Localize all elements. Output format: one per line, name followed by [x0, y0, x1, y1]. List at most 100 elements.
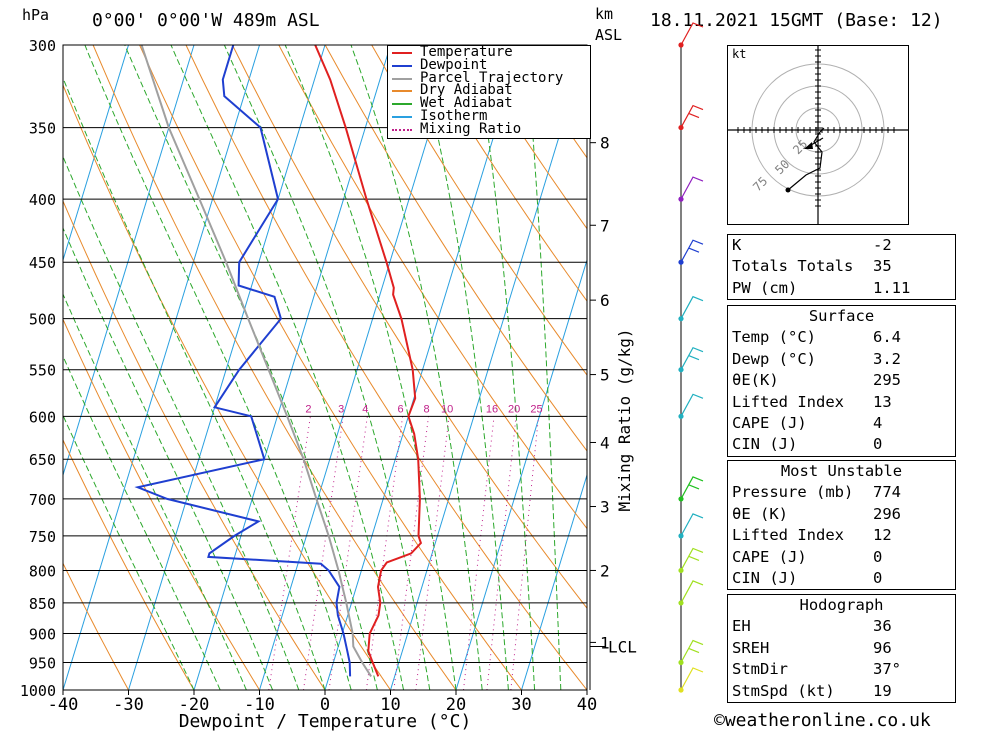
table-title: Hodograph [799, 596, 884, 614]
legend-label: Wet Adiabat [420, 95, 513, 112]
isotherm-line [63, 45, 260, 690]
wind-barb-dot [678, 259, 684, 265]
km-tick-label: 5 [600, 366, 610, 385]
series-line-parcel-trajectory [140, 45, 372, 677]
most-unstable-table: Most Unstable Pressure (mb) 774 θE (K) 296… [727, 460, 956, 591]
dry-adiabat-line [464, 45, 587, 230]
table-row: Temp (°C) 6.4 [732, 328, 901, 347]
x-tick-label: -10 [244, 695, 275, 715]
table-title: Surface [808, 307, 875, 325]
pressure-tick-label: 650 [29, 451, 56, 469]
wind-barb [680, 239, 704, 263]
wind-barb-dot [678, 413, 684, 419]
isotherm-line [128, 45, 326, 690]
table-row: EH 36 [732, 617, 892, 636]
table-row: StmSpd (kt) 19 [732, 681, 892, 700]
table-row: Lifted Index 12 [732, 526, 892, 545]
wet-adiabat-line [525, 45, 562, 690]
legend-label: Isotherm [420, 107, 488, 124]
km-tick-label: 7 [600, 216, 610, 235]
x-tick-label: -40 [48, 695, 79, 715]
dry-adiabat-line [371, 45, 587, 376]
km-tick-label: 2 [600, 561, 610, 580]
table-row: K -2 [732, 236, 892, 254]
legend-entry-isotherm: Isotherm [388, 107, 590, 124]
wind-barb [680, 22, 704, 46]
pressure-tick-label: 1000 [20, 682, 56, 700]
dry-adiabat-line [63, 562, 129, 690]
table-row: PW (cm) 1.11 [732, 278, 911, 297]
table-row: Dewp (°C) 3.2 [732, 349, 901, 368]
datetime-title: 18.11.2021 15GMT (Base: 12) [650, 10, 943, 31]
isotherm-line [324, 45, 522, 690]
dry-adiabat-line [417, 45, 587, 302]
isotherm-line [390, 45, 587, 690]
credit-link[interactable]: ©weatheronline.co.uk [714, 710, 931, 731]
mixing-ratio-label: 4 [362, 403, 368, 415]
wet-adiabat-line [124, 45, 378, 690]
km-tick-label: 1 [600, 633, 610, 652]
x-tick-label: -20 [179, 695, 210, 715]
hodograph-table: Hodograph EH 36 SREH 96 StmDir 37° StmSpd (… [727, 594, 956, 703]
km-tick-label: 4 [600, 433, 610, 452]
indices-table: K -2 Totals Totals 35 PW (cm) 1.11 [727, 234, 956, 301]
wind-barb [680, 547, 704, 571]
legend: Temperature Dewpoint Parcel Trajectory D… [387, 45, 591, 139]
pressure-tick-label: 850 [29, 595, 56, 613]
wind-barb [680, 639, 704, 663]
table-row: CIN (J) 0 [732, 435, 883, 454]
km-unit-label: km [595, 5, 614, 23]
x-tick-label: 0 [320, 695, 330, 715]
wind-barb-dot [678, 687, 684, 693]
legend-entry-mixing-ratio: Mixing Ratio [388, 122, 590, 136]
legend-entry-wet-adiabat: Wet Adiabat [388, 95, 590, 112]
wet-adiabat-line [63, 155, 300, 690]
pressure-tick-label: 550 [29, 362, 56, 380]
x-tick-label: -30 [113, 695, 144, 715]
pressure-tick-label: 900 [29, 626, 56, 644]
mixing-ratio-line [486, 416, 517, 690]
wind-barb [680, 513, 704, 537]
wind-barb-flag [688, 247, 700, 253]
wet-adiabat-line [474, 45, 536, 690]
wet-adiabat-line [415, 45, 509, 690]
wind-barb-dot [678, 124, 684, 131]
wind-barb [680, 295, 704, 319]
wind-barb [680, 393, 704, 417]
dry-adiabat-line [92, 45, 457, 690]
wind-barb [680, 580, 704, 604]
legend-swatch [392, 128, 412, 131]
wind-barb-column [678, 22, 704, 693]
mixing-ratio-axis-label: Mixing Ratio (g/kg) [615, 328, 634, 511]
km-tick-label: 8 [600, 134, 610, 153]
legend-swatch [392, 64, 412, 67]
wet-adiabat-line [284, 45, 457, 690]
table-row: θE(K) 295 [732, 371, 901, 390]
pressure-tick-label: 400 [29, 191, 56, 209]
asl-unit-label: ASL [595, 26, 623, 44]
wind-barb-dot [678, 367, 684, 373]
mixing-ratio-label: 20 [508, 403, 520, 415]
table-row: Pressure (mb) 774 [732, 483, 901, 502]
isotherm-line [455, 258, 587, 690]
wind-barb-dot [678, 533, 684, 539]
table-row: Totals Totals 35 [732, 257, 892, 276]
wind-barb-dot [678, 42, 684, 48]
location-title: 0°00' 0°00'W 489m ASL [92, 10, 320, 31]
mixing-ratio-line [415, 416, 450, 690]
legend-swatch [392, 103, 412, 106]
isotherm-line [63, 45, 129, 262]
surface-table: Surface Temp (°C) 6.4 Dewp (°C) 3.2 θE(K) 2… [727, 305, 956, 457]
series-line-dewpoint [134, 45, 352, 677]
mixing-ratio-label: 10 [441, 403, 453, 415]
wind-barb [680, 176, 704, 200]
table-row: θE (K) 296 [732, 504, 901, 523]
wet-adiabat-line [350, 45, 483, 690]
mixing-ratio-label: 16 [486, 403, 498, 415]
wind-barb-flag [688, 113, 700, 119]
pressure-tick-label: 300 [29, 37, 56, 55]
wind-barb-dot [678, 496, 684, 502]
pressure-tick-label: 350 [29, 120, 56, 138]
wind-barb-dot [678, 316, 684, 322]
wind-barb [680, 476, 704, 500]
